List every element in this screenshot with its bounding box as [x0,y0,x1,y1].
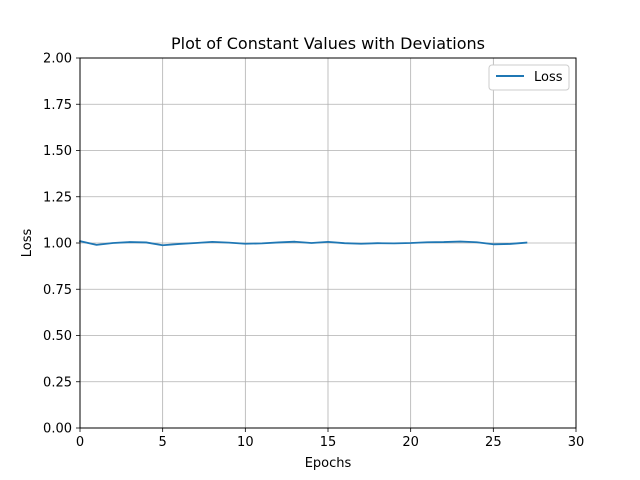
y-tick-label: 1.75 [43,98,72,113]
x-tick-label: 25 [485,435,502,450]
legend: Loss [488,64,570,91]
x-tick-label: 5 [159,435,167,450]
x-axis-label: Epochs [305,456,352,471]
y-tick-label: 1.25 [43,190,72,205]
y-tick-label: 0.00 [43,422,72,437]
y-axis-label: Loss [20,229,35,258]
x-tick-label: 15 [320,435,337,450]
y-tick-label: 0.50 [43,329,72,344]
legend-label-loss: Loss [534,70,563,85]
y-tick-label: 0.25 [43,375,72,390]
chart-title: Plot of Constant Values with Deviations [171,34,485,53]
x-tick-label: 20 [402,435,419,450]
y-tick-label: 1.50 [43,144,72,159]
axis-ticks: 0 5 10 15 20 25 30 0.00 0.25 0.50 0.75 1.00 1.25 1.50… [43,52,584,451]
y-tick-label: 2.00 [43,52,72,67]
x-tick-label: 30 [568,435,585,450]
series-layer [78,240,528,247]
y-tick-label: 0.75 [43,283,72,298]
legend-box [488,64,570,91]
y-tick-label: 1.00 [43,237,72,252]
x-tick-label: 0 [76,435,84,450]
x-tick-label: 10 [237,435,254,450]
series-line-loss [78,240,528,247]
